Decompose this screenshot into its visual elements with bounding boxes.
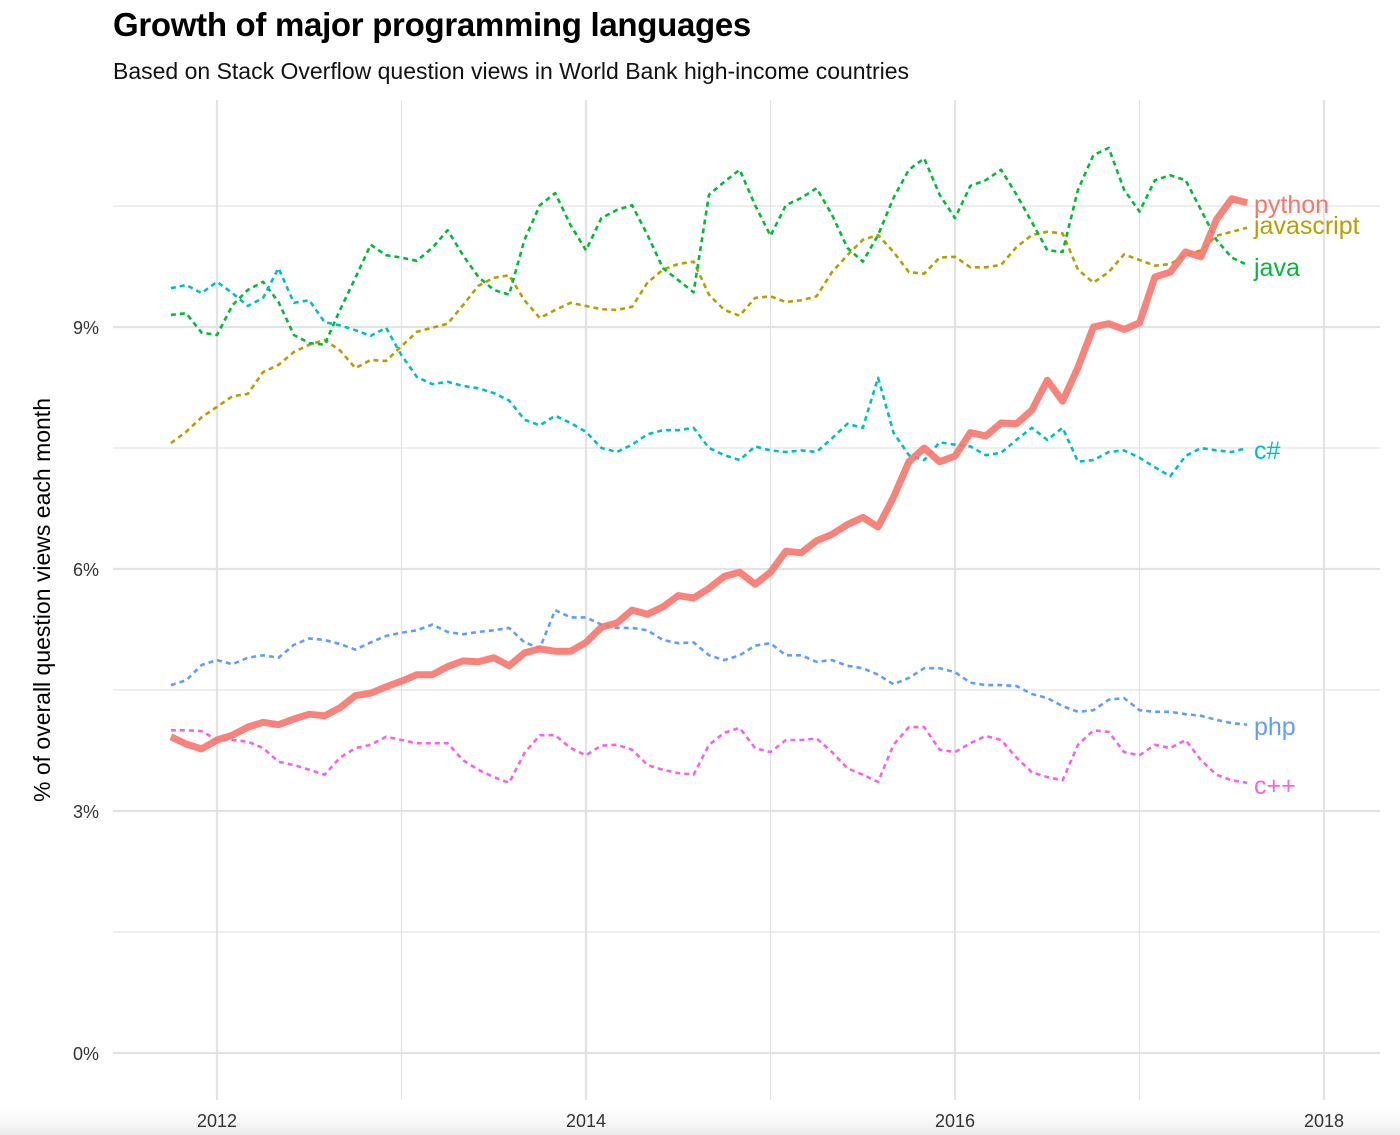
- x-tick-label: 2012: [197, 1111, 237, 1131]
- y-axis-label: % of overall question views each month: [29, 398, 55, 802]
- x-tick-label: 2018: [1304, 1111, 1344, 1131]
- y-tick-label: 0%: [73, 1044, 99, 1064]
- series-line-cpp: [170, 725, 1248, 785]
- chart-subtitle: Based on Stack Overflow question views i…: [113, 58, 910, 84]
- series-line-php: [170, 608, 1248, 726]
- x-tick-label: 2016: [935, 1111, 975, 1131]
- y-tick-label: 3%: [73, 802, 99, 822]
- series-label-python: python: [1254, 191, 1329, 219]
- x-tick-label: 2014: [566, 1111, 606, 1131]
- series-label-cpp: c++: [1254, 772, 1296, 800]
- x-axis-ticks: 2012 2014 2016 2018: [197, 1111, 1344, 1131]
- series-lines: [169, 146, 1248, 785]
- series-label-javascript: javascript: [1253, 212, 1360, 240]
- series-line-python: [169, 195, 1248, 753]
- y-tick-label: 6%: [73, 560, 99, 580]
- series-label-java: java: [1253, 254, 1300, 282]
- series-label-php: php: [1254, 713, 1296, 741]
- bottom-shade: [0, 1100, 1400, 1135]
- series-label-csharp: c#: [1254, 437, 1281, 465]
- y-axis-ticks: 0% 3% 6% 9%: [73, 318, 99, 1064]
- y-tick-label: 9%: [73, 318, 99, 338]
- series-line-csharp: [170, 266, 1248, 478]
- series-line-java: [170, 146, 1248, 347]
- series-line-javascript: [170, 226, 1248, 445]
- chart-title: Growth of major programming languages: [113, 6, 751, 43]
- gridlines: [113, 100, 1380, 1100]
